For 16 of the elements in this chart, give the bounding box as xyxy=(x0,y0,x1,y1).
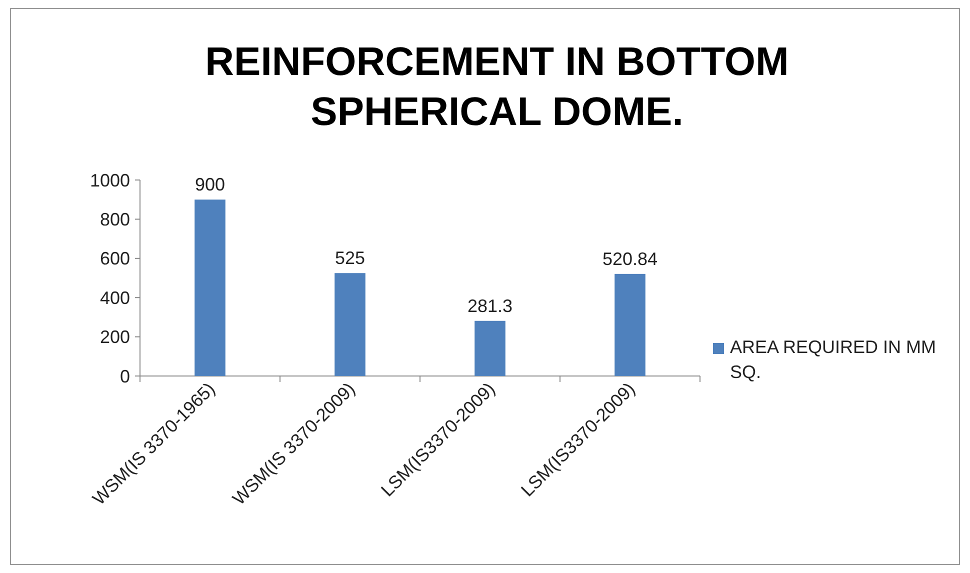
y-tick-label: 1000 xyxy=(90,170,130,190)
chart-title: REINFORCEMENT IN BOTTOM SPHERICAL DOME. xyxy=(205,40,789,134)
y-tick-label: 600 xyxy=(100,248,130,269)
bar xyxy=(194,200,226,376)
bar xyxy=(614,274,646,376)
data-label: 520.84 xyxy=(602,248,658,269)
y-tick-label: 0 xyxy=(120,366,130,386)
data-label: 900 xyxy=(194,174,226,195)
y-tick-label: 200 xyxy=(100,327,130,348)
data-label: 281.3 xyxy=(467,296,513,316)
legend-label: AREA REQUIRED IN MM SQ. xyxy=(730,337,936,382)
bar xyxy=(334,273,366,376)
y-tick-label: 800 xyxy=(100,210,130,230)
data-label: 525 xyxy=(334,248,366,268)
y-tick-label: 400 xyxy=(100,288,130,308)
bar xyxy=(474,320,506,376)
